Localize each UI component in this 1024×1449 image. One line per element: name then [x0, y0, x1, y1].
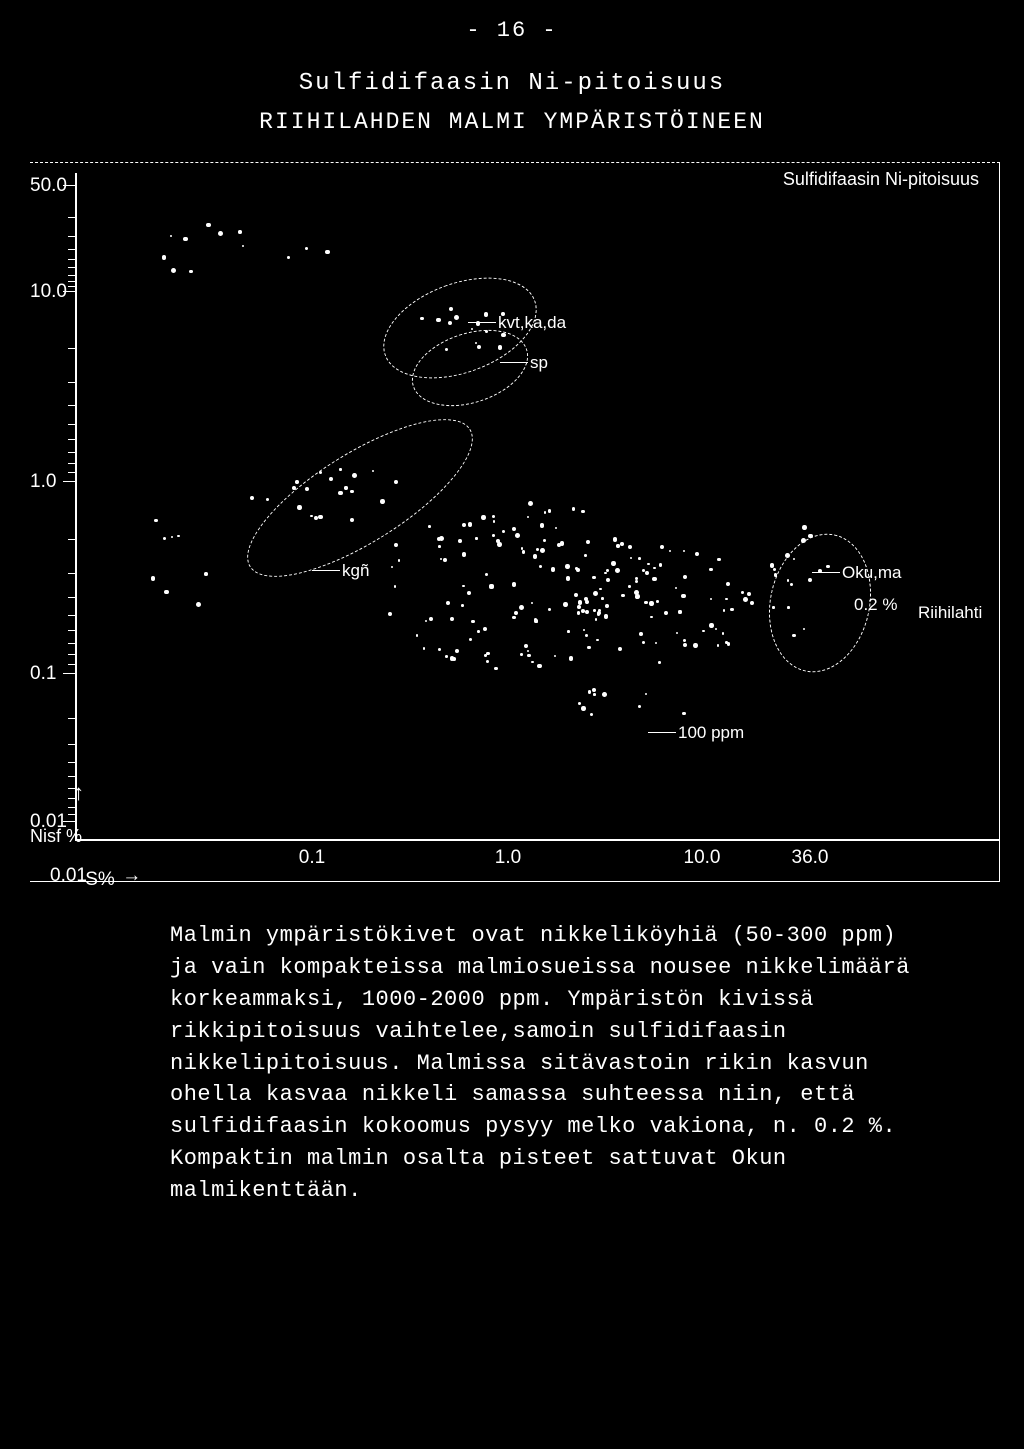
chart-title-line1: Sulfidifaasin Ni-pitoisuus — [0, 70, 1024, 97]
figure-caption: Malmin ympäristökivet ovat nikkeliköyhiä… — [170, 920, 930, 1207]
chart-title-block: Sulfidifaasin Ni-pitoisuus RIIHILAHDEN M… — [0, 70, 1024, 135]
annotation-leader-line — [312, 570, 340, 571]
scatter-chart: Sulfidifaasin Ni-pitoisuus 50.010.01.00.… — [30, 162, 1000, 882]
chart-annotation: Riihilahti — [918, 603, 982, 623]
annotation-leader-line — [500, 362, 528, 363]
page-number: - 16 - — [466, 18, 557, 43]
chart-title-line2: RIIHILAHDEN MALMI YMPÄRISTÖINEEN — [0, 109, 1024, 135]
chart-annotation: kgñ — [342, 561, 369, 581]
annotation-leader-line — [812, 572, 840, 573]
chart-annotations: kvt,ka,da sp kgñ Oku,ma 0.2 % Riihilahti 100 p… — [30, 163, 999, 881]
chart-annotation: kvt,ka,da — [498, 313, 566, 333]
chart-annotation: Oku,ma — [842, 563, 902, 583]
chart-annotation: 0.2 % — [854, 595, 897, 615]
chart-annotation: sp — [530, 353, 548, 373]
annotation-leader-line — [648, 732, 676, 733]
x-axis-unit-label: S% — [85, 869, 115, 891]
annotation-leader-line — [468, 322, 496, 323]
chart-annotation: 100 ppm — [678, 723, 744, 743]
